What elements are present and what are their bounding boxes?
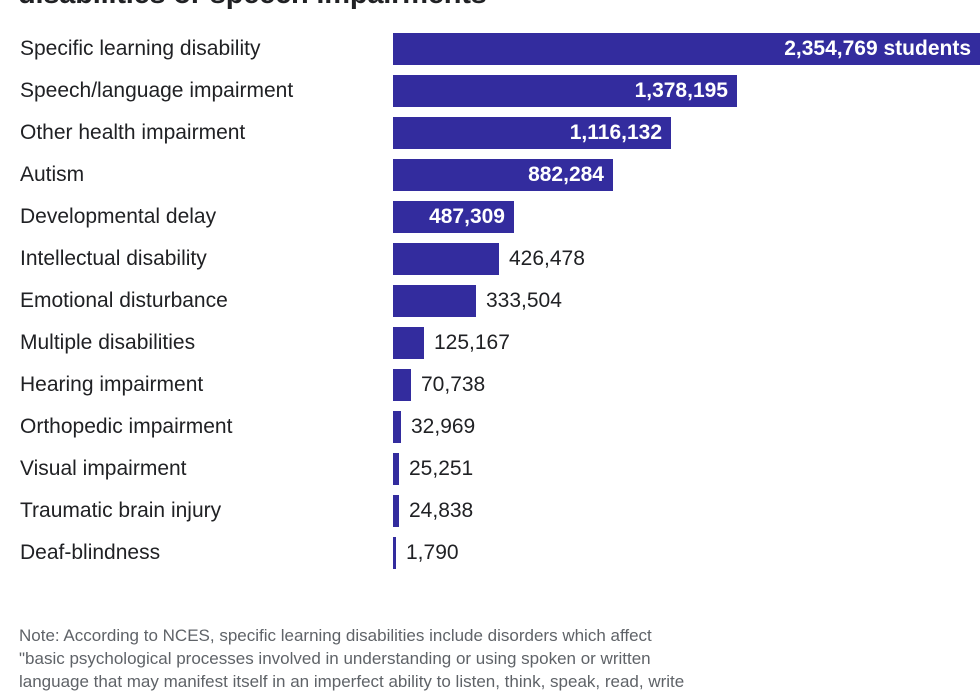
bar-value-label: 1,116,132 (569, 121, 662, 144)
bar-track: 1,790 (393, 532, 980, 574)
page-title: disabilities or speech impairments (18, 0, 958, 12)
bar-row: Speech/language impairment 1,378,195 (0, 70, 980, 112)
bar-value-label: 1,790 (406, 541, 459, 564)
bar-category-label: Traumatic brain injury (20, 499, 222, 522)
bar-category-label: Intellectual disability (20, 247, 207, 270)
bar-track: 32,969 (393, 406, 980, 448)
bar-row: Other health impairment 1,116,132 (0, 112, 980, 154)
bar-row: Deaf-blindness 1,790 (0, 532, 980, 574)
bar-category-label: Orthopedic impairment (20, 415, 233, 438)
bar-value-label: 882,284 (528, 163, 604, 186)
bar (393, 495, 399, 527)
bar (393, 369, 411, 401)
bar-value-label: 70,738 (421, 373, 486, 396)
bar-row: Multiple disabilities 125,167 (0, 322, 980, 364)
bar (393, 243, 499, 275)
bar-value-label: 24,838 (409, 499, 474, 522)
bar-category-label: Emotional disturbance (20, 289, 228, 312)
footnote-line: "basic psychological processes involved … (19, 649, 651, 668)
bar-row: Visual impairment 25,251 (0, 448, 980, 490)
bar-track: 125,167 (393, 322, 980, 364)
bar (393, 285, 476, 317)
bar-track: 426,478 (393, 238, 980, 280)
bar-track: 333,504 (393, 280, 980, 322)
bar-category-label: Other health impairment (20, 121, 246, 144)
bar (393, 159, 613, 191)
bar-category-label: Hearing impairment (20, 373, 204, 396)
bar-row: Emotional disturbance 333,504 (0, 280, 980, 322)
bar-row: Hearing impairment 70,738 (0, 364, 980, 406)
bar-category-label: Deaf-blindness (20, 541, 161, 564)
bar-value-label: 1,378,195 (634, 79, 728, 102)
bar-category-label: Developmental delay (20, 205, 217, 228)
chart-footnote: Note: According to NCES, specific learni… (19, 624, 949, 693)
bar-row: Developmental delay 487,309 (0, 196, 980, 238)
bar-value-label: 426,478 (509, 247, 585, 270)
bar (393, 453, 399, 485)
bar (393, 33, 980, 65)
bar-category-label: Autism (20, 163, 85, 186)
footnote-line: language that may manifest itself in an … (19, 672, 685, 691)
bar-track: 1,116,132 (393, 112, 980, 154)
bar-track: 70,738 (393, 364, 980, 406)
bar-row: Orthopedic impairment 32,969 (0, 406, 980, 448)
footnote-line: Note: According to NCES, specific learni… (19, 626, 652, 645)
bar (393, 117, 671, 149)
bar (393, 75, 737, 107)
bar-category-label: Speech/language impairment (20, 79, 294, 102)
bar-category-label: Specific learning disability (20, 37, 261, 60)
bar-value-label: 32,969 (411, 415, 476, 438)
bar-row: Autism 882,284 (0, 154, 980, 196)
bar-value-label: 2,354,769 students (784, 37, 971, 60)
bar-track: 882,284 (393, 154, 980, 196)
bar-track: 2,354,769 students (393, 28, 980, 70)
bar-value-label: 333,504 (486, 289, 562, 312)
bar-track: 1,378,195 (393, 70, 980, 112)
bar-row: Traumatic brain injury 24,838 (0, 490, 980, 532)
bar-track: 25,251 (393, 448, 980, 490)
bar-row: Specific learning disability 2,354,769 st… (0, 28, 980, 70)
bar-chart-plot: Specific learning disability 2,354,769 st… (0, 28, 980, 574)
bar-track: 487,309 (393, 196, 980, 238)
bar (393, 201, 514, 233)
bar-track: 24,838 (393, 490, 980, 532)
bar-value-label: 125,167 (434, 331, 510, 354)
bar (393, 537, 396, 569)
bar-category-label: Visual impairment (20, 457, 187, 480)
bar-value-label: 25,251 (409, 457, 474, 480)
bar-category-label: Multiple disabilities (20, 331, 196, 354)
bar (393, 411, 401, 443)
bar-row: Intellectual disability 426,478 (0, 238, 980, 280)
bar (393, 327, 424, 359)
bar-value-label: 487,309 (429, 205, 505, 228)
